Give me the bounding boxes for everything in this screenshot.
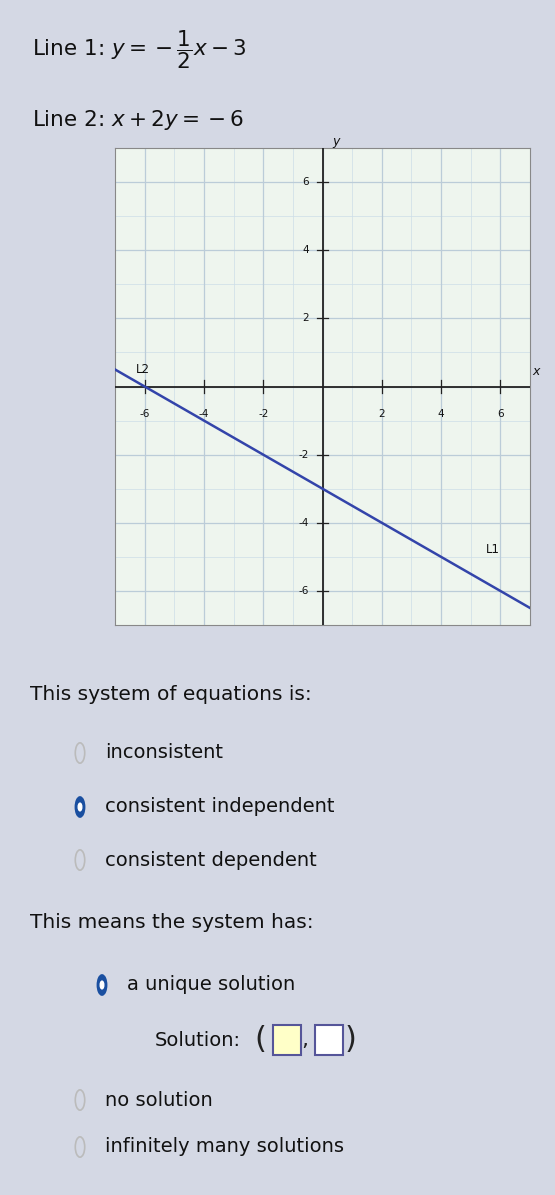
Text: 2: 2 (302, 313, 309, 324)
Text: 4: 4 (302, 245, 309, 256)
Text: This means the system has:: This means the system has: (30, 913, 314, 932)
Text: -4: -4 (299, 517, 309, 528)
Text: -4: -4 (199, 409, 209, 418)
Text: 6: 6 (497, 409, 504, 418)
Text: a unique solution: a unique solution (127, 975, 295, 994)
Text: 6: 6 (302, 177, 309, 188)
Text: consistent independent: consistent independent (105, 797, 335, 816)
Text: -6: -6 (299, 586, 309, 596)
Text: Line 1: $y=-\dfrac{1}{2}x-3$: Line 1: $y=-\dfrac{1}{2}x-3$ (32, 29, 246, 72)
Text: -6: -6 (139, 409, 150, 418)
Text: -2: -2 (299, 449, 309, 460)
Text: x: x (532, 364, 539, 378)
Text: Solution:: Solution: (155, 1030, 241, 1049)
Text: L2: L2 (136, 363, 150, 376)
Text: 4: 4 (438, 409, 445, 418)
Text: 2: 2 (379, 409, 385, 418)
Text: ,: , (301, 1030, 309, 1050)
Text: Line 2: $x+2y=-6$: Line 2: $x+2y=-6$ (32, 108, 244, 131)
Text: consistent dependent: consistent dependent (105, 851, 317, 870)
Text: y: y (332, 135, 340, 148)
Text: This system of equations is:: This system of equations is: (30, 686, 312, 705)
Text: ): ) (344, 1025, 356, 1054)
Text: (: ( (254, 1025, 266, 1054)
Text: infinitely many solutions: infinitely many solutions (105, 1138, 344, 1157)
Text: L1: L1 (486, 544, 500, 557)
Text: -2: -2 (258, 409, 269, 418)
Text: inconsistent: inconsistent (105, 743, 223, 762)
Text: no solution: no solution (105, 1091, 213, 1109)
